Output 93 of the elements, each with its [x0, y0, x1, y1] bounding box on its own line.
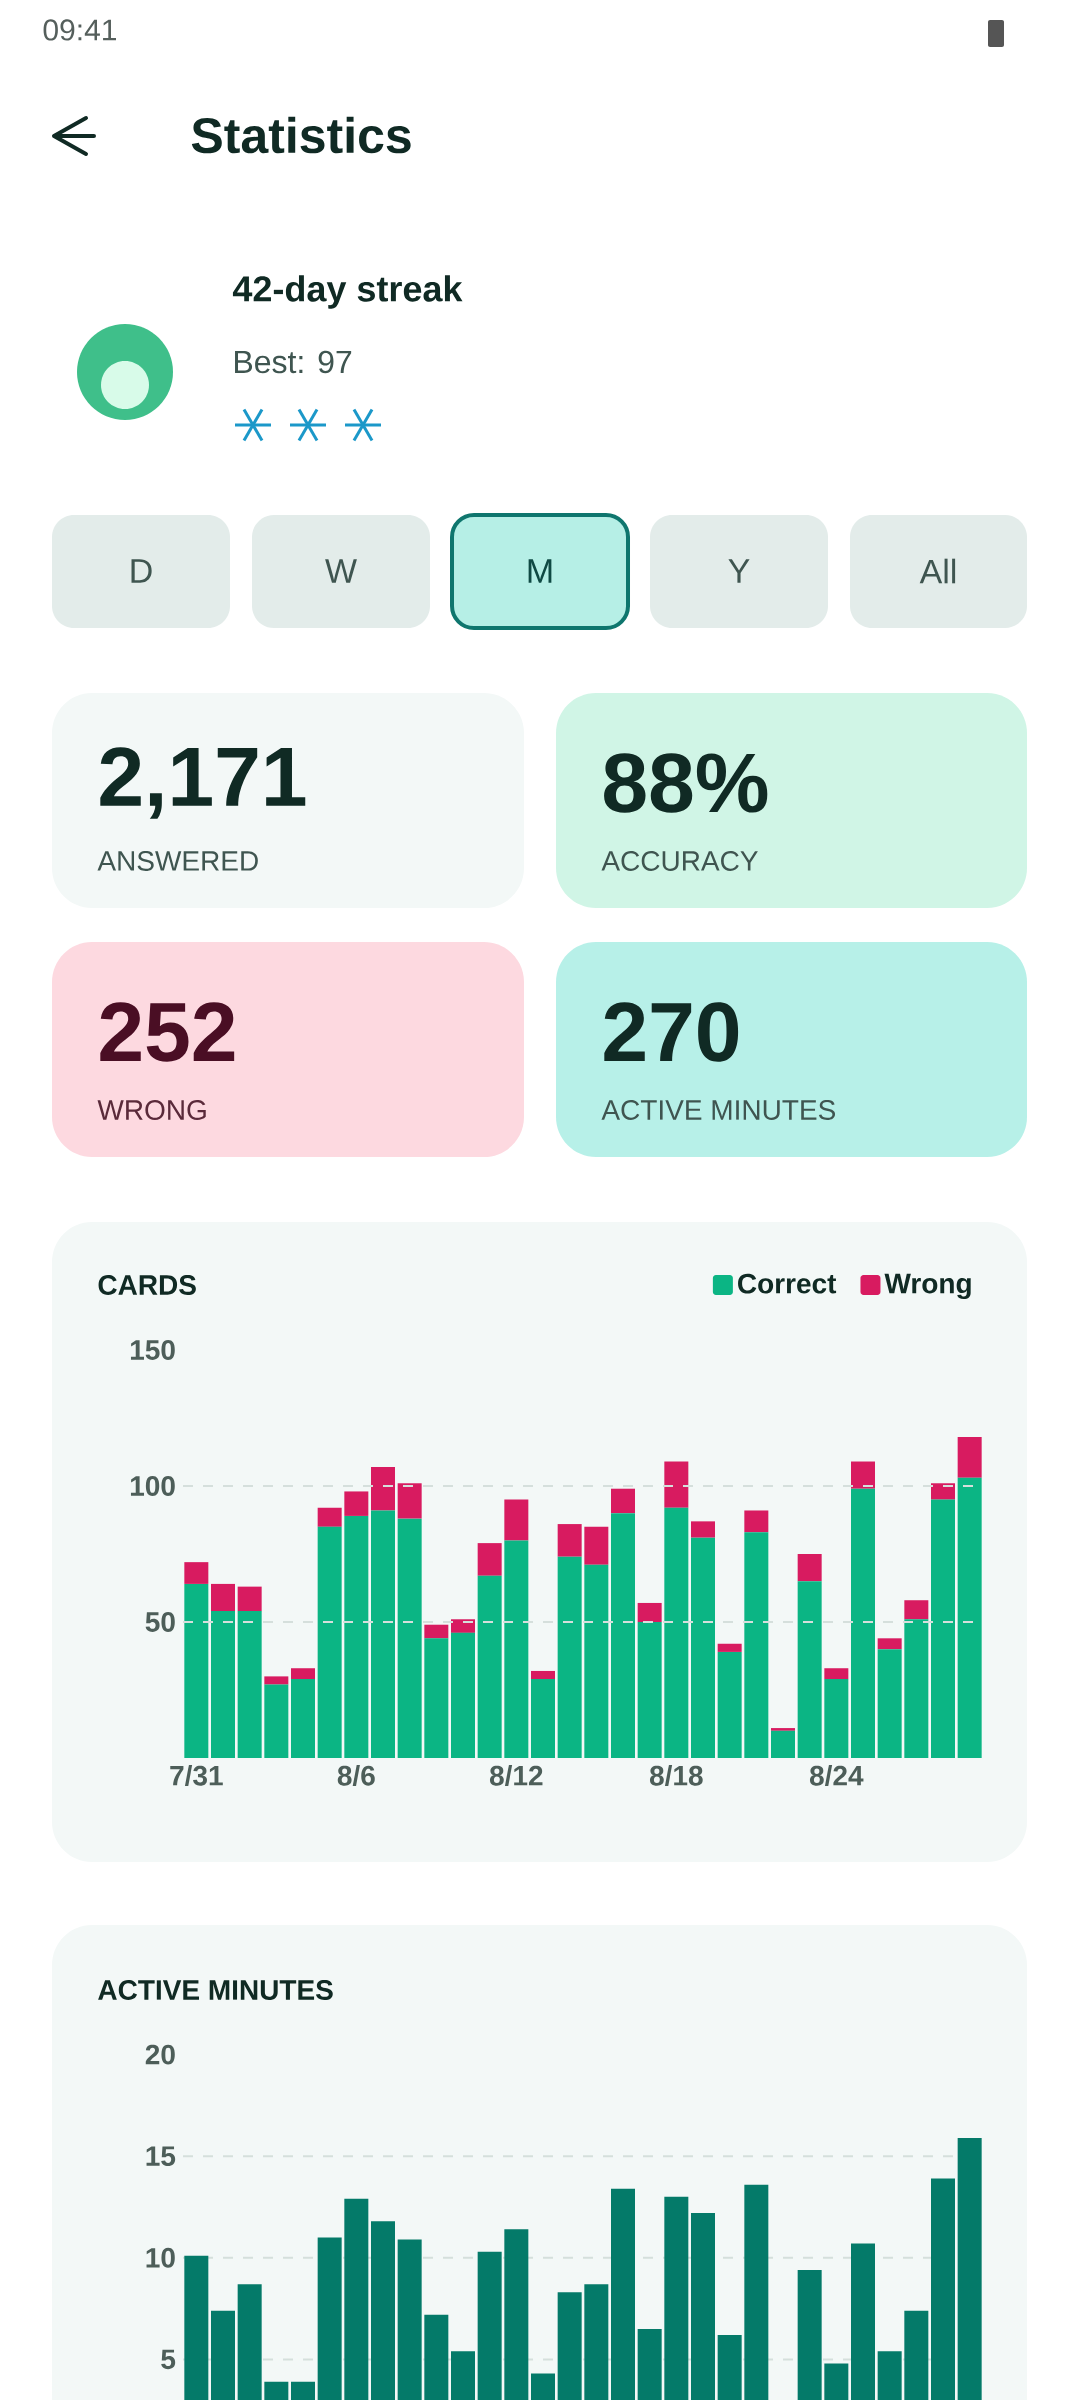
bar: [957, 1437, 982, 1478]
bar: [451, 1632, 475, 1758]
bar: [184, 1562, 209, 1584]
bar: [611, 1513, 635, 1758]
bar: [744, 1532, 769, 1758]
bar: [877, 1638, 902, 1650]
bar: [211, 1583, 235, 1612]
legend-label: Wrong: [884, 1273, 971, 1300]
text: ACTIVE MINUTES: [601, 1100, 836, 1120]
bar: [664, 1461, 689, 1508]
y-tick-label: 20: [145, 2044, 175, 2065]
bar: [664, 1507, 689, 1758]
bar: [877, 1649, 902, 1758]
bar: [371, 1510, 395, 1758]
legend-label: Correct: [738, 1273, 837, 1294]
text: 252: [100, 1002, 235, 1062]
bar: [397, 1518, 422, 1758]
chart-title: ACTIVE MINUTES: [98, 1980, 333, 2000]
text: All: [919, 558, 956, 584]
bar: [771, 1728, 795, 1731]
text: D: [131, 559, 152, 583]
bar: [584, 1526, 609, 1565]
bar: [824, 1668, 849, 1680]
x-tick-label: 8/6: [337, 1765, 375, 1786]
bar: [557, 1556, 582, 1758]
bar: [264, 1676, 289, 1685]
bar: [371, 1466, 395, 1511]
y-tick-label: 5: [161, 2349, 176, 2370]
bar: [691, 1537, 715, 1758]
text: ANSWERED: [97, 851, 258, 871]
bar: [611, 1488, 635, 1514]
bar: [477, 1543, 502, 1576]
x-tick-label: 8/12: [489, 1765, 543, 1786]
bar: [237, 1586, 262, 1612]
bar: [317, 1507, 342, 1527]
bar: [477, 1575, 502, 1758]
bar: [291, 1679, 315, 1758]
bar: [184, 1583, 209, 1758]
bar: [904, 1619, 929, 1758]
bar: [237, 1611, 262, 1758]
bar: [264, 1684, 289, 1758]
text: Statistics: [191, 116, 411, 154]
bar: [584, 1564, 609, 1758]
bar: [637, 1621, 662, 1758]
bar: [504, 1499, 529, 1541]
x-tick-label: 8/24: [809, 1765, 864, 1786]
bar: [717, 1643, 742, 1652]
chart-title: CARDS: [98, 1275, 196, 1295]
text: W: [325, 559, 357, 583]
bar: [717, 1651, 742, 1758]
bar: [904, 1600, 929, 1620]
bar: [931, 1483, 955, 1500]
text: 09:41: [43, 19, 116, 41]
bar: [557, 1524, 582, 1557]
bar: [211, 1611, 235, 1758]
bar: [397, 1483, 422, 1519]
bar: [744, 1510, 769, 1533]
bar: [771, 1730, 795, 1758]
bar: [530, 1679, 555, 1758]
bar: [797, 1581, 822, 1758]
text: 88%: [604, 753, 768, 813]
x-tick-label: 7/31: [170, 1765, 223, 1786]
bar: [317, 1526, 342, 1758]
bar: [851, 1461, 875, 1489]
y-tick-label: 100: [130, 1476, 175, 1496]
text: ACCURACY: [601, 851, 758, 871]
text: WRONG: [97, 1100, 206, 1120]
bar: [637, 1602, 662, 1622]
bar: [424, 1638, 449, 1758]
x-tick-label: 8/18: [649, 1765, 703, 1786]
bar: [451, 1619, 475, 1633]
bar: [851, 1488, 875, 1758]
text: 270: [604, 1002, 739, 1062]
y-tick-label: 150: [130, 1340, 175, 1360]
y-tick-label: 15: [146, 2146, 176, 2166]
bar: [957, 1477, 982, 1758]
bar: [291, 1668, 315, 1680]
text: Best: 97: [235, 350, 352, 374]
text: M: [528, 559, 552, 583]
bar: [344, 1491, 369, 1516]
bar: [691, 1521, 715, 1538]
text: 42-day streak: [232, 275, 463, 309]
y-tick-label: 50: [145, 1612, 175, 1632]
bar: [931, 1499, 955, 1758]
bar: [797, 1553, 822, 1582]
bar: [424, 1624, 449, 1639]
bar: [530, 1670, 555, 1680]
y-tick-label: 10: [146, 2247, 175, 2268]
bar: [824, 1679, 849, 1758]
text: 2,171: [100, 747, 306, 819]
text: Y: [728, 559, 750, 583]
bar: [344, 1515, 369, 1758]
bar: [504, 1540, 529, 1758]
